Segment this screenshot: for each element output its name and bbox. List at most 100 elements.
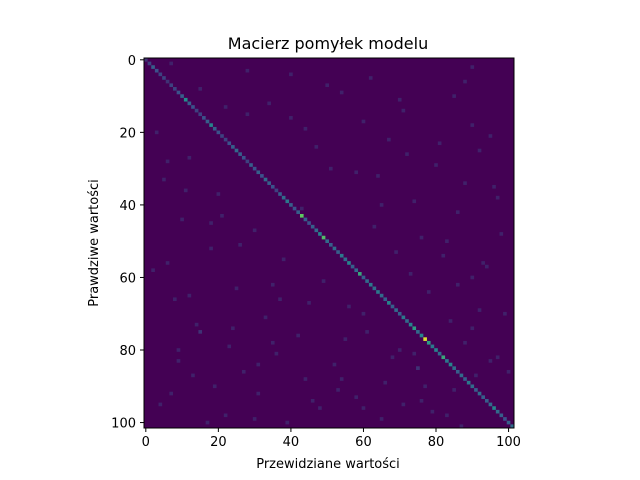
heatmap-cell [452, 388, 456, 392]
heatmap-cell [361, 406, 366, 410]
y-tick-label: 80 [119, 344, 136, 359]
x-tick-label: 20 [210, 435, 227, 450]
heatmap-cell [278, 297, 282, 302]
heatmap-diagonal-cell [416, 330, 420, 334]
heatmap-diagonal-cell [318, 232, 322, 236]
heatmap-diagonal-cell [379, 293, 384, 298]
heatmap-cell [183, 188, 188, 193]
heatmap-cell [281, 257, 286, 262]
heatmap-cell [379, 417, 384, 421]
heatmap-cell [227, 344, 232, 349]
heatmap-cell [223, 105, 228, 109]
heatmap-cell [401, 402, 406, 407]
heatmap-cell [209, 221, 213, 225]
heatmap-diagonal-cell [394, 308, 398, 312]
heatmap-cell [285, 420, 290, 425]
heatmap-cell [154, 130, 159, 135]
heatmap-diagonal-cell [452, 366, 456, 370]
heatmap-cell [488, 134, 493, 138]
y-tick-label: 60 [119, 271, 136, 286]
heatmap-diagonal-cell [332, 246, 337, 251]
heatmap-cell [441, 253, 446, 258]
heatmap-cell [212, 384, 217, 389]
heatmap-diagonal-cell [180, 94, 184, 98]
heatmap-cell [383, 380, 388, 385]
heatmap-diagonal-cell [223, 137, 228, 142]
heatmap-diagonal-cell [169, 83, 174, 88]
heatmap-diagonal-cell [358, 272, 362, 276]
x-tick-label: 80 [428, 435, 445, 450]
heatmap-cell [445, 413, 449, 418]
heatmap-cell [379, 203, 384, 207]
heatmap-diagonal-cell [445, 359, 449, 363]
heatmap-diagonal-cell [245, 159, 250, 164]
heatmap-cell [430, 409, 435, 414]
heatmap-diagonal-cell [459, 373, 464, 378]
heatmap-cell [423, 384, 427, 389]
heatmap-cell [231, 326, 235, 331]
heatmap-diagonal-cell [401, 315, 406, 320]
heatmap-cell [314, 145, 319, 149]
heatmap-cell [452, 94, 456, 98]
heatmap-diagonal-cell [408, 322, 413, 327]
heatmap-cell [165, 159, 170, 164]
heatmap-diagonal-cell [256, 170, 261, 175]
heatmap-cell [198, 87, 203, 91]
heatmap-diagonal-cell [423, 337, 427, 341]
heatmap-cell [412, 351, 417, 356]
heatmap-diagonal-cell [426, 340, 431, 345]
heatmap-cell [267, 101, 271, 106]
heatmap-diagonal-cell [173, 87, 177, 91]
heatmap-diagonal-cell [314, 228, 319, 233]
heatmap-cell [394, 250, 398, 254]
heatmap-cell [397, 348, 402, 352]
heatmap-diagonal-cell [162, 76, 166, 80]
heatmap-cell [256, 362, 261, 367]
heatmap-cell [318, 406, 322, 410]
heatmap-diagonal-cell [321, 235, 326, 240]
heatmap-diagonal-cell [198, 112, 203, 117]
heatmap-diagonal-cell [303, 217, 308, 222]
heatmap-cell [241, 369, 246, 374]
heatmap-cell [419, 398, 424, 403]
heatmap-cell [506, 369, 511, 374]
heatmap-cell [303, 377, 308, 381]
heatmap-cell [223, 413, 228, 418]
heatmap-cell [463, 181, 467, 185]
heatmap-cell [455, 282, 460, 287]
heatmap-cell [470, 275, 475, 280]
heatmap-diagonal-cell [147, 61, 152, 66]
heatmap-diagonal-cell [339, 253, 344, 258]
chart-title: Macierz pomyłek modelu [228, 34, 428, 53]
heatmap-diagonal-cell [249, 163, 253, 167]
heatmap-diagonal-cell [347, 261, 351, 265]
heatmap-cell [270, 282, 275, 287]
heatmap-diagonal-cell [267, 181, 271, 185]
heatmap-diagonal-cell [368, 282, 373, 287]
heatmap-cell [401, 108, 406, 113]
heatmap-diagonal-cell [187, 101, 192, 106]
heatmap-diagonal-cell [354, 268, 359, 273]
heatmap-cell [238, 243, 242, 247]
heatmap-diagonal-cell [419, 333, 424, 338]
heatmap-diagonal-cell [372, 286, 377, 291]
heatmap-diagonal-cell [448, 362, 453, 367]
heatmap-cell [463, 340, 467, 345]
heatmap-cell [176, 348, 181, 352]
heatmap-plot-area [143, 57, 515, 429]
heatmap-cell [347, 304, 351, 309]
y-tick-label: 40 [119, 199, 136, 214]
heatmap-diagonal-cell [441, 355, 446, 360]
heatmap-diagonal-cell [376, 290, 380, 294]
heatmap-cell [263, 315, 268, 320]
heatmap-cell [376, 174, 380, 178]
heatmap-cell [289, 116, 293, 120]
heatmap-cell [329, 166, 333, 171]
heatmap-diagonal-cell [212, 126, 217, 131]
heatmap-cell [412, 199, 417, 204]
heatmap-diagonal-cell [270, 184, 275, 189]
heatmap-diagonal-cell [176, 90, 181, 95]
heatmap-diagonal-cell [299, 213, 304, 218]
heatmap-diagonal-cell [158, 72, 163, 77]
